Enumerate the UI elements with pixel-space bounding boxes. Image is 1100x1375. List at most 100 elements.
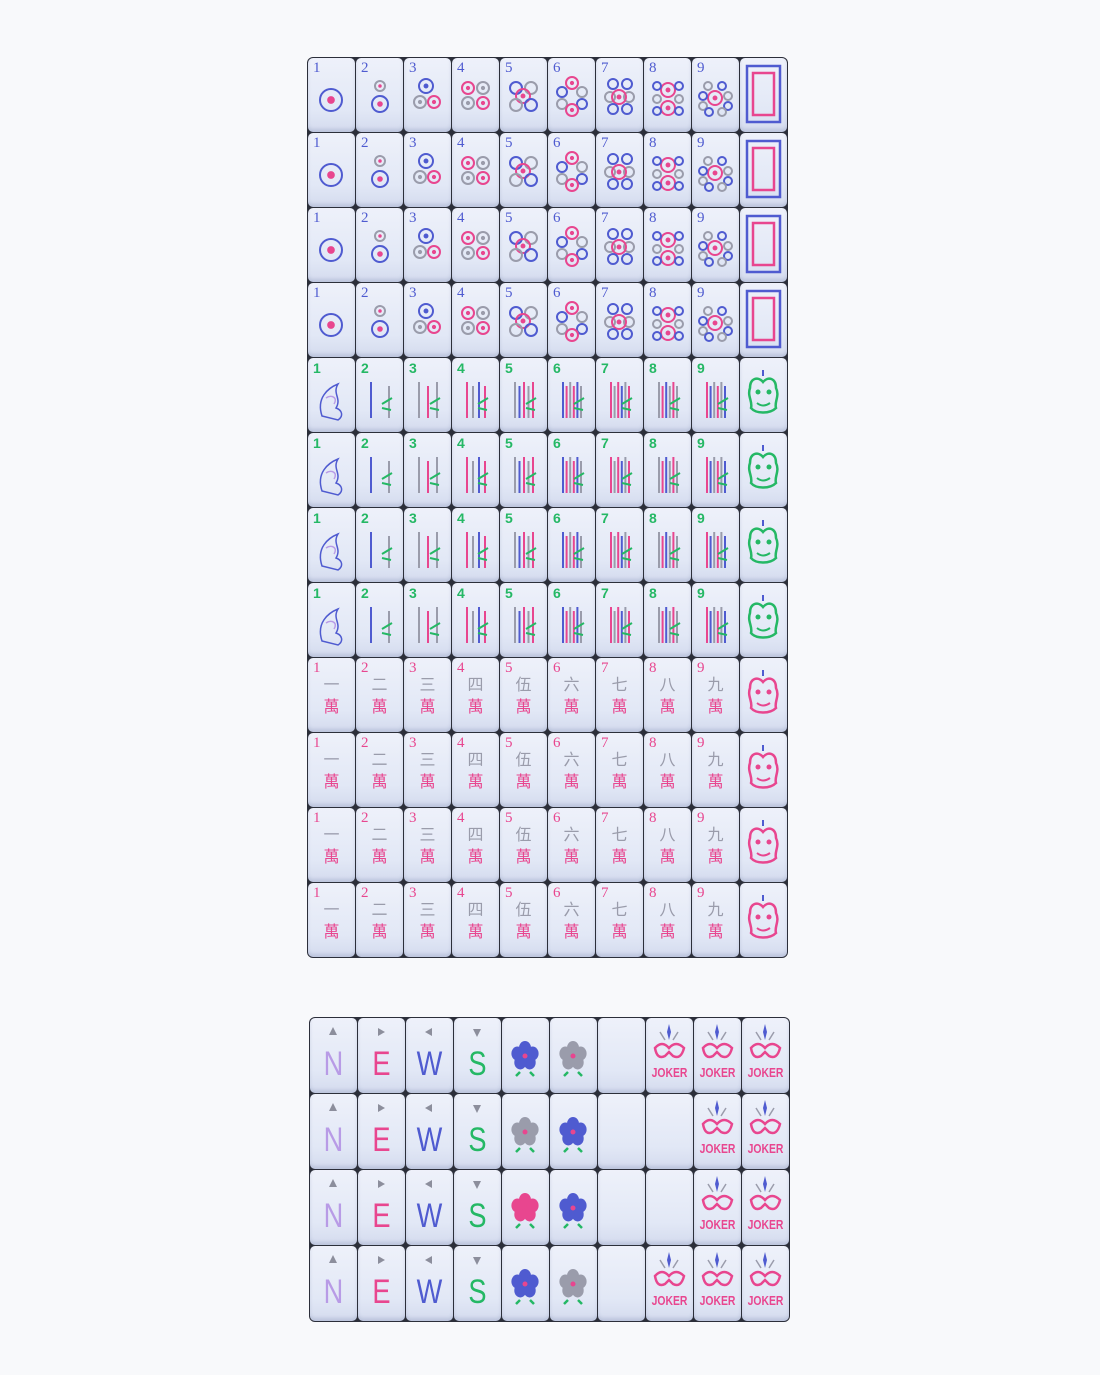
peacock-icon	[319, 607, 343, 646]
tile-number: 4	[457, 885, 465, 901]
flower-tile	[550, 1018, 597, 1093]
bamboo-icon	[514, 457, 537, 493]
character-numeral: 八	[659, 750, 676, 769]
tile-number: 8	[649, 435, 657, 451]
bamboo-tile: 2	[356, 358, 403, 432]
bamboo-tile: 7	[596, 358, 643, 432]
joker-tile: JOKER	[742, 1094, 789, 1169]
joker-mask-icon	[701, 1252, 734, 1287]
joker-tile: JOKER	[742, 1018, 789, 1093]
bamboo-tile: 4	[452, 583, 499, 657]
red-dragon-tile	[740, 883, 787, 957]
bamboo-tile: 2	[356, 583, 403, 657]
tile-number: 7	[601, 510, 609, 526]
character-numeral: 四	[467, 750, 484, 769]
joker-mask-icon	[749, 1024, 782, 1059]
dots-icon	[413, 153, 441, 184]
dots-tile: 9	[692, 58, 739, 132]
dots-tile: 8	[644, 208, 691, 282]
tile-number: 2	[361, 135, 369, 151]
joker-label: JOKER	[699, 1065, 736, 1080]
bamboo-icon	[658, 532, 681, 568]
tile-number: 3	[409, 510, 417, 526]
bamboo-icon	[706, 457, 729, 493]
dots-icon	[698, 81, 733, 117]
tile-number: 6	[553, 360, 561, 376]
wan-character: 萬	[467, 697, 484, 716]
bamboo-icon	[466, 382, 489, 418]
wind-letter: N	[323, 1197, 344, 1235]
joker-label: JOKER	[699, 1141, 736, 1156]
tile-number: 8	[649, 510, 657, 526]
bamboo-tile: 3	[404, 583, 451, 657]
bamboo-icon	[514, 382, 537, 418]
tile-number: 2	[361, 360, 369, 376]
tile-number: 4	[457, 60, 465, 76]
tile-number: 1	[313, 285, 321, 301]
character-numeral: 伍	[515, 900, 532, 919]
wan-character: 萬	[371, 922, 388, 941]
pink-lotus-icon	[511, 1193, 539, 1229]
dots-icon	[698, 306, 733, 342]
tile-number: 9	[697, 585, 705, 601]
wind-letter: S	[468, 1121, 487, 1159]
tile-number: 7	[601, 585, 609, 601]
joker-tile: JOKER	[694, 1246, 741, 1321]
joker-tile: JOKER	[742, 1246, 789, 1321]
bamboo-tile: 5	[500, 508, 547, 582]
wan-character: 萬	[659, 697, 676, 716]
flower-tile	[550, 1246, 597, 1321]
character-numeral: 六	[563, 750, 580, 769]
tile-number: 1	[313, 885, 321, 901]
wind-direction-arrow-icon	[378, 1028, 385, 1036]
bamboo-icon	[418, 382, 441, 418]
dots-icon	[319, 88, 343, 112]
bamboo-tile: 9	[692, 583, 739, 657]
tile-number: 4	[457, 585, 465, 601]
dots-icon	[556, 226, 588, 267]
wan-character: 萬	[659, 772, 676, 791]
dots-tile: 3	[404, 58, 451, 132]
dots-icon	[652, 306, 684, 341]
blank-tile	[598, 1170, 645, 1245]
wan-character: 萬	[419, 922, 436, 941]
dots-icon	[604, 228, 635, 265]
dots-tile: 5	[500, 58, 547, 132]
tile-number: 7	[601, 435, 609, 451]
green-dragon-tile	[740, 433, 787, 507]
character-numeral: 四	[467, 825, 484, 844]
wan-character: 萬	[323, 772, 340, 791]
dots-icon	[698, 231, 733, 267]
tile-number: 3	[409, 660, 417, 676]
red-dragon-icon	[747, 745, 779, 789]
tile-number: 7	[601, 360, 609, 376]
tile-number: 5	[505, 435, 513, 451]
tile-number: 2	[361, 210, 369, 226]
tile-number: 5	[505, 885, 513, 901]
tile-number: 9	[697, 735, 705, 751]
wan-character: 萬	[323, 847, 340, 866]
tile-number: 3	[409, 210, 417, 226]
tile-number: 5	[505, 810, 513, 826]
bamboo-tile: 1	[308, 508, 355, 582]
wind-tile: E	[358, 1094, 405, 1169]
wind-letter: W	[416, 1045, 443, 1083]
dots-tile: 3	[404, 133, 451, 207]
tile-number: 9	[697, 435, 705, 451]
wind-direction-arrow-icon	[425, 1180, 432, 1188]
bamboo-tile: 6	[548, 433, 595, 507]
wan-character: 萬	[611, 772, 628, 791]
wind-direction-arrow-icon	[473, 1105, 481, 1113]
dots-icon	[413, 303, 441, 334]
bamboo-tile: 6	[548, 583, 595, 657]
wan-character: 萬	[467, 772, 484, 791]
bamboo-icon	[514, 532, 537, 568]
tile-number: 5	[505, 660, 513, 676]
tile-number: 1	[313, 210, 321, 226]
tile-number: 9	[697, 285, 705, 301]
